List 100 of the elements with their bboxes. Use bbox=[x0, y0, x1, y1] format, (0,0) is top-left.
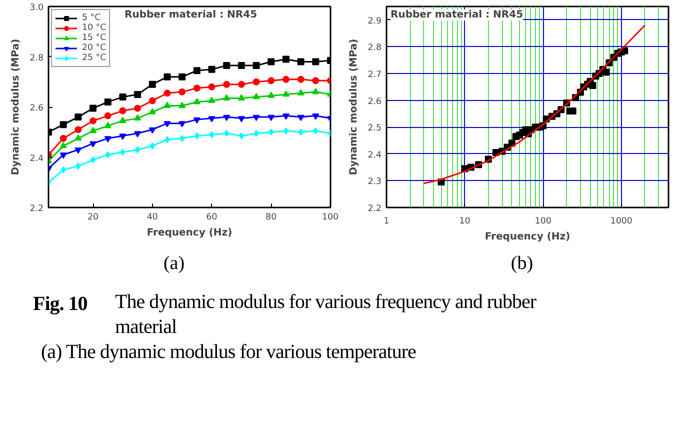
point bbox=[134, 131, 142, 138]
point bbox=[193, 67, 200, 74]
x-tick-label: 10 bbox=[459, 216, 470, 226]
legend-label: 25 °C bbox=[82, 53, 106, 63]
point bbox=[209, 131, 214, 138]
point bbox=[134, 114, 142, 121]
point bbox=[178, 121, 186, 128]
point bbox=[312, 77, 320, 84]
point bbox=[74, 134, 82, 141]
point bbox=[119, 116, 126, 124]
point bbox=[164, 121, 171, 128]
point bbox=[119, 107, 126, 114]
point bbox=[238, 62, 245, 70]
point bbox=[208, 83, 216, 90]
point bbox=[268, 58, 275, 66]
y-tick-label: 2.7 bbox=[368, 70, 382, 80]
point bbox=[148, 80, 156, 88]
point bbox=[208, 66, 216, 73]
point bbox=[60, 166, 66, 174]
x-tick-label: 1000 bbox=[610, 216, 632, 226]
point bbox=[238, 80, 245, 88]
point bbox=[297, 114, 304, 122]
x-tick-label: 100 bbox=[322, 212, 339, 222]
point bbox=[238, 94, 245, 100]
y-tick-label: 2.6 bbox=[30, 104, 44, 114]
point bbox=[104, 122, 112, 128]
point bbox=[313, 127, 318, 134]
x-tick-label: 80 bbox=[266, 212, 277, 222]
point bbox=[90, 141, 97, 148]
point bbox=[208, 116, 216, 122]
point bbox=[74, 126, 82, 134]
x-tick-label: 100 bbox=[534, 216, 552, 226]
point bbox=[252, 78, 260, 86]
y-tick-label: 2.5 bbox=[368, 124, 382, 134]
point bbox=[150, 142, 155, 150]
point bbox=[148, 108, 156, 114]
point bbox=[223, 62, 230, 70]
y-tick-label: 2.6 bbox=[368, 96, 382, 107]
point bbox=[74, 147, 82, 154]
annotation: Rubber material : NR45 bbox=[124, 10, 258, 20]
point bbox=[148, 127, 156, 134]
point bbox=[76, 162, 81, 170]
point bbox=[282, 114, 290, 120]
x-tick-label: 1 bbox=[384, 216, 390, 226]
point bbox=[312, 114, 320, 120]
point bbox=[90, 126, 97, 134]
point bbox=[298, 128, 304, 136]
point bbox=[178, 73, 186, 80]
point bbox=[282, 76, 290, 83]
point bbox=[74, 114, 82, 121]
y-axis-title: Dynamic modulus (MPa) bbox=[348, 38, 360, 176]
x-tick-label: 60 bbox=[206, 212, 218, 222]
point bbox=[283, 127, 288, 134]
text: (b) bbox=[510, 252, 534, 276]
point bbox=[224, 130, 230, 137]
point bbox=[119, 93, 126, 100]
point bbox=[223, 80, 230, 88]
y-tick-label: 2.8 bbox=[30, 53, 44, 64]
legend-label: 15 °C bbox=[82, 33, 106, 43]
point bbox=[119, 134, 126, 140]
y-tick-label: 2.8 bbox=[368, 43, 382, 54]
annotation: Rubber material : NR45 bbox=[390, 10, 524, 20]
point bbox=[134, 104, 142, 112]
point bbox=[297, 58, 304, 66]
point bbox=[60, 134, 67, 142]
x-tick-label: 20 bbox=[88, 212, 99, 222]
text: The dynamic modulus for various frequency and rubber material bbox=[115, 290, 538, 340]
point bbox=[90, 104, 97, 112]
y-tick-label: 2.2 bbox=[368, 204, 382, 214]
point bbox=[254, 130, 259, 137]
point bbox=[268, 128, 274, 136]
point bbox=[312, 58, 320, 66]
y-tick-label: 2.9 bbox=[368, 16, 382, 26]
point bbox=[193, 117, 200, 124]
point bbox=[194, 132, 200, 140]
y-tick-label: 2.2 bbox=[30, 204, 44, 214]
legend-label: 10 °C bbox=[82, 23, 106, 33]
x-axis-title: Frequency (Hz) bbox=[146, 228, 232, 238]
point bbox=[60, 152, 67, 159]
point bbox=[178, 102, 186, 108]
legend-label: 20 °C bbox=[82, 43, 106, 53]
point bbox=[297, 76, 304, 83]
point bbox=[135, 146, 140, 154]
point bbox=[268, 77, 275, 84]
point bbox=[252, 114, 260, 122]
point bbox=[164, 102, 171, 108]
point bbox=[104, 98, 112, 106]
point bbox=[297, 89, 304, 96]
point bbox=[120, 148, 126, 156]
point bbox=[238, 116, 245, 122]
point bbox=[164, 136, 170, 144]
point bbox=[223, 114, 230, 122]
x-tick-label: 40 bbox=[146, 212, 158, 222]
point bbox=[90, 156, 96, 164]
point bbox=[208, 96, 216, 103]
point bbox=[134, 90, 142, 98]
point bbox=[252, 92, 260, 100]
point bbox=[282, 56, 290, 63]
point bbox=[268, 92, 275, 98]
legend-label: 5 °C bbox=[82, 13, 102, 23]
